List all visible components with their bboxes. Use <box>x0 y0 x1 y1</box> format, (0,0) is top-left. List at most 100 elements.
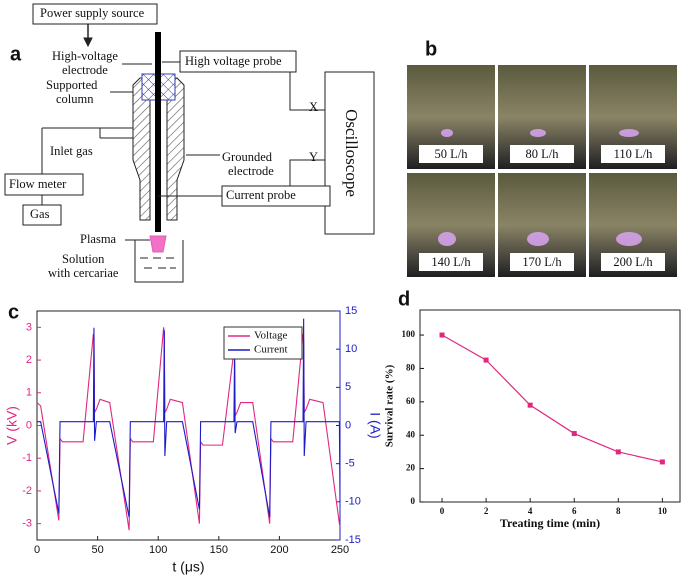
y-axis-title: Survival rate (%) <box>384 364 396 447</box>
wire <box>41 195 222 205</box>
x-axis-title: Treating time (min) <box>500 516 600 530</box>
panel-label: a <box>10 43 22 65</box>
x-tick-label: 8 <box>616 506 621 516</box>
label: Power supply source <box>40 6 145 20</box>
y2-tick-label: 5 <box>345 381 351 393</box>
label: Grounded <box>222 150 273 164</box>
plasma-glow <box>619 129 639 137</box>
x-tick-label: 6 <box>572 506 577 516</box>
y-tick-label: -3 <box>22 518 32 530</box>
photo-label-box <box>601 145 665 163</box>
photo-label: 50 L/h <box>435 147 469 161</box>
label: Inlet gas <box>50 144 93 158</box>
legend-box <box>223 326 303 360</box>
marker <box>659 459 665 465</box>
label: Flow meter <box>9 177 67 191</box>
x-tick-label: 0 <box>440 506 445 516</box>
photo-label: 140 L/h <box>431 255 471 269</box>
plasma-glow <box>441 129 453 137</box>
plasma-glow <box>530 129 546 137</box>
panel-label: d <box>398 288 410 310</box>
beaker <box>134 240 184 283</box>
box <box>4 173 84 196</box>
panel-label: b <box>425 38 437 60</box>
gas-inlet <box>100 127 133 139</box>
chart: 0 50 100 150 200 250-3-2-10123-15-10-5051015I… <box>4 305 384 575</box>
x-tick-label: 50 <box>91 544 103 556</box>
box <box>22 204 62 226</box>
marker <box>527 402 533 408</box>
y-tick-label: 0 <box>26 419 32 431</box>
x-tick-label: 150 <box>210 544 228 556</box>
y2-axis-title: I (A) <box>367 412 383 438</box>
plasma <box>149 235 167 253</box>
series-line <box>441 334 663 463</box>
y-tick-label: -1 <box>22 452 32 464</box>
photo-label: 200 L/h <box>613 255 653 269</box>
label: column <box>56 92 94 106</box>
y-tick-label: 80 <box>406 362 416 372</box>
y2-tick-label: -15 <box>345 534 361 546</box>
label: electrode <box>62 63 108 77</box>
y-tick-label: 60 <box>406 396 416 406</box>
photo-label: 170 L/h <box>522 255 562 269</box>
x-tick-label: 0 <box>34 544 40 556</box>
liquid <box>140 257 176 269</box>
y2-tick-label: -10 <box>345 496 361 508</box>
label: High-voltage <box>52 49 118 63</box>
y-tick-label: 0 <box>411 496 416 506</box>
photo-label-box <box>510 253 574 271</box>
x-tick-label: 2 <box>484 506 489 516</box>
photo-label-box <box>510 145 574 163</box>
y-tick-label: 100 <box>402 329 416 339</box>
label: Gas <box>30 207 50 221</box>
box <box>221 185 331 207</box>
y-tick-label: 1 <box>26 387 32 399</box>
y-tick-label: 20 <box>406 463 416 473</box>
arrow <box>83 37 93 48</box>
y2-tick-label: 10 <box>345 343 357 355</box>
label: High voltage probe <box>185 54 282 68</box>
photo-label-box <box>419 253 483 271</box>
plasma-glow <box>616 232 642 246</box>
plasma-glow <box>527 232 549 246</box>
label: X <box>309 100 318 114</box>
x-axis-title: t (μs) <box>172 559 204 575</box>
x-tick-label: 10 <box>658 506 668 516</box>
panel-label: c <box>8 301 19 323</box>
label: Oscilloscope <box>342 109 361 197</box>
plasma-glow <box>438 232 456 246</box>
x-tick-label: 100 <box>149 544 167 556</box>
y2-tick-label: 15 <box>345 305 357 317</box>
y-tick-label: 3 <box>26 321 32 333</box>
y-tick-label: -2 <box>22 485 32 497</box>
label: Current probe <box>226 188 296 202</box>
y-axis-title: V (kV) <box>4 406 20 445</box>
photo-label-box <box>419 145 483 163</box>
label: with cercariae <box>48 266 119 280</box>
marker <box>571 431 577 437</box>
label: Plasma <box>80 232 117 246</box>
label: electrode <box>228 164 274 178</box>
legend-label: Voltage <box>254 330 288 342</box>
wire <box>41 127 101 174</box>
x-tick-label: 200 <box>270 544 288 556</box>
y2-tick-label: 0 <box>345 419 351 431</box>
label: Supported <box>46 78 98 92</box>
legend-label: Current <box>254 344 288 356</box>
marker <box>615 449 621 455</box>
photo-label: 110 L/h <box>614 147 654 161</box>
diagram: Power supply source High-voltage electro… <box>4 3 375 283</box>
label: Solution <box>62 252 105 266</box>
photo-grid: 50 L/h 80 L/h 110 L/h 140 L/h 170 L/h 200 L/h <box>407 65 677 277</box>
y2-tick-label: -5 <box>345 458 355 470</box>
marker <box>483 357 489 363</box>
series-line <box>37 318 341 518</box>
plot-frame <box>419 309 681 503</box>
box <box>32 3 158 25</box>
photo-label-box <box>601 253 665 271</box>
y-tick-label: 2 <box>26 354 32 366</box>
wire <box>162 61 325 186</box>
